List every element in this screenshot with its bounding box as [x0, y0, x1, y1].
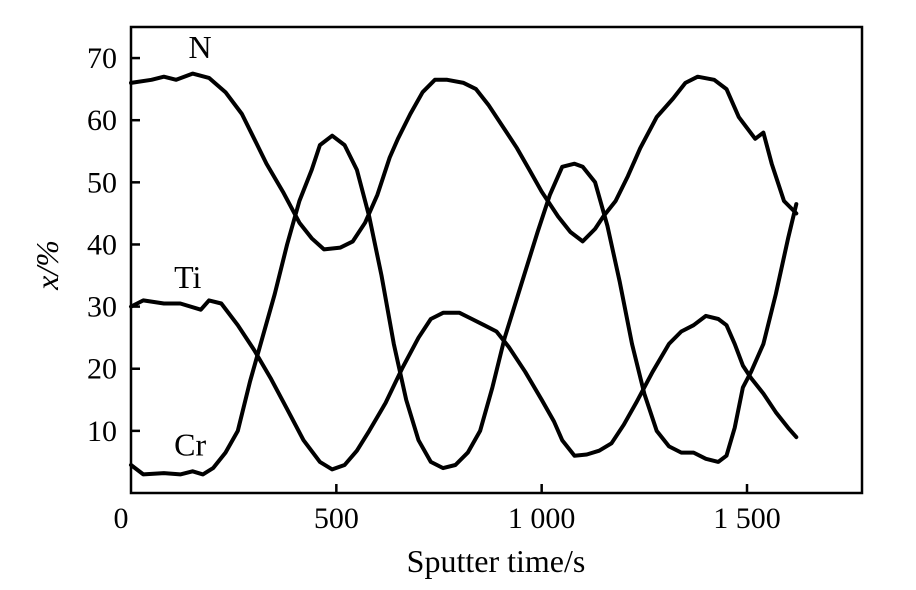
- x-tick-label-2: 1 000: [508, 502, 576, 535]
- series-label-cr: Cr: [174, 427, 206, 463]
- axis-ticks: [131, 56, 749, 493]
- y-tick-label-2: 30: [87, 291, 117, 324]
- series-lines: [129, 71, 799, 477]
- x-tick-label-0: 0: [114, 502, 129, 535]
- x-tick-labels: 0 500 1 000 1 500: [114, 502, 781, 535]
- series-label-n: N: [188, 29, 211, 65]
- y-tick-label-5: 60: [87, 104, 117, 137]
- series-label-ti: Ti: [174, 259, 201, 295]
- y-tick-label-6: 70: [87, 42, 117, 75]
- series-line-ti: [129, 298, 799, 472]
- plot-frame: [129, 25, 864, 495]
- y-tick-label-3: 40: [87, 228, 117, 261]
- x-tick-label-1: 500: [314, 502, 359, 535]
- x-tick-label-3: 1 500: [713, 502, 781, 535]
- y-tick-label-4: 50: [87, 166, 117, 199]
- series-line-cr: [129, 133, 799, 477]
- y-tick-label-1: 20: [87, 353, 117, 386]
- y-tick-label-0: 10: [87, 415, 117, 448]
- series-labels: N Ti Cr: [174, 29, 211, 463]
- y-axis-title: x/%: [29, 240, 65, 291]
- y-tick-labels: 10 20 30 40 50 60 70: [87, 42, 117, 448]
- x-axis-title: Sputter time/s: [407, 543, 586, 579]
- series-line-n: [129, 71, 799, 252]
